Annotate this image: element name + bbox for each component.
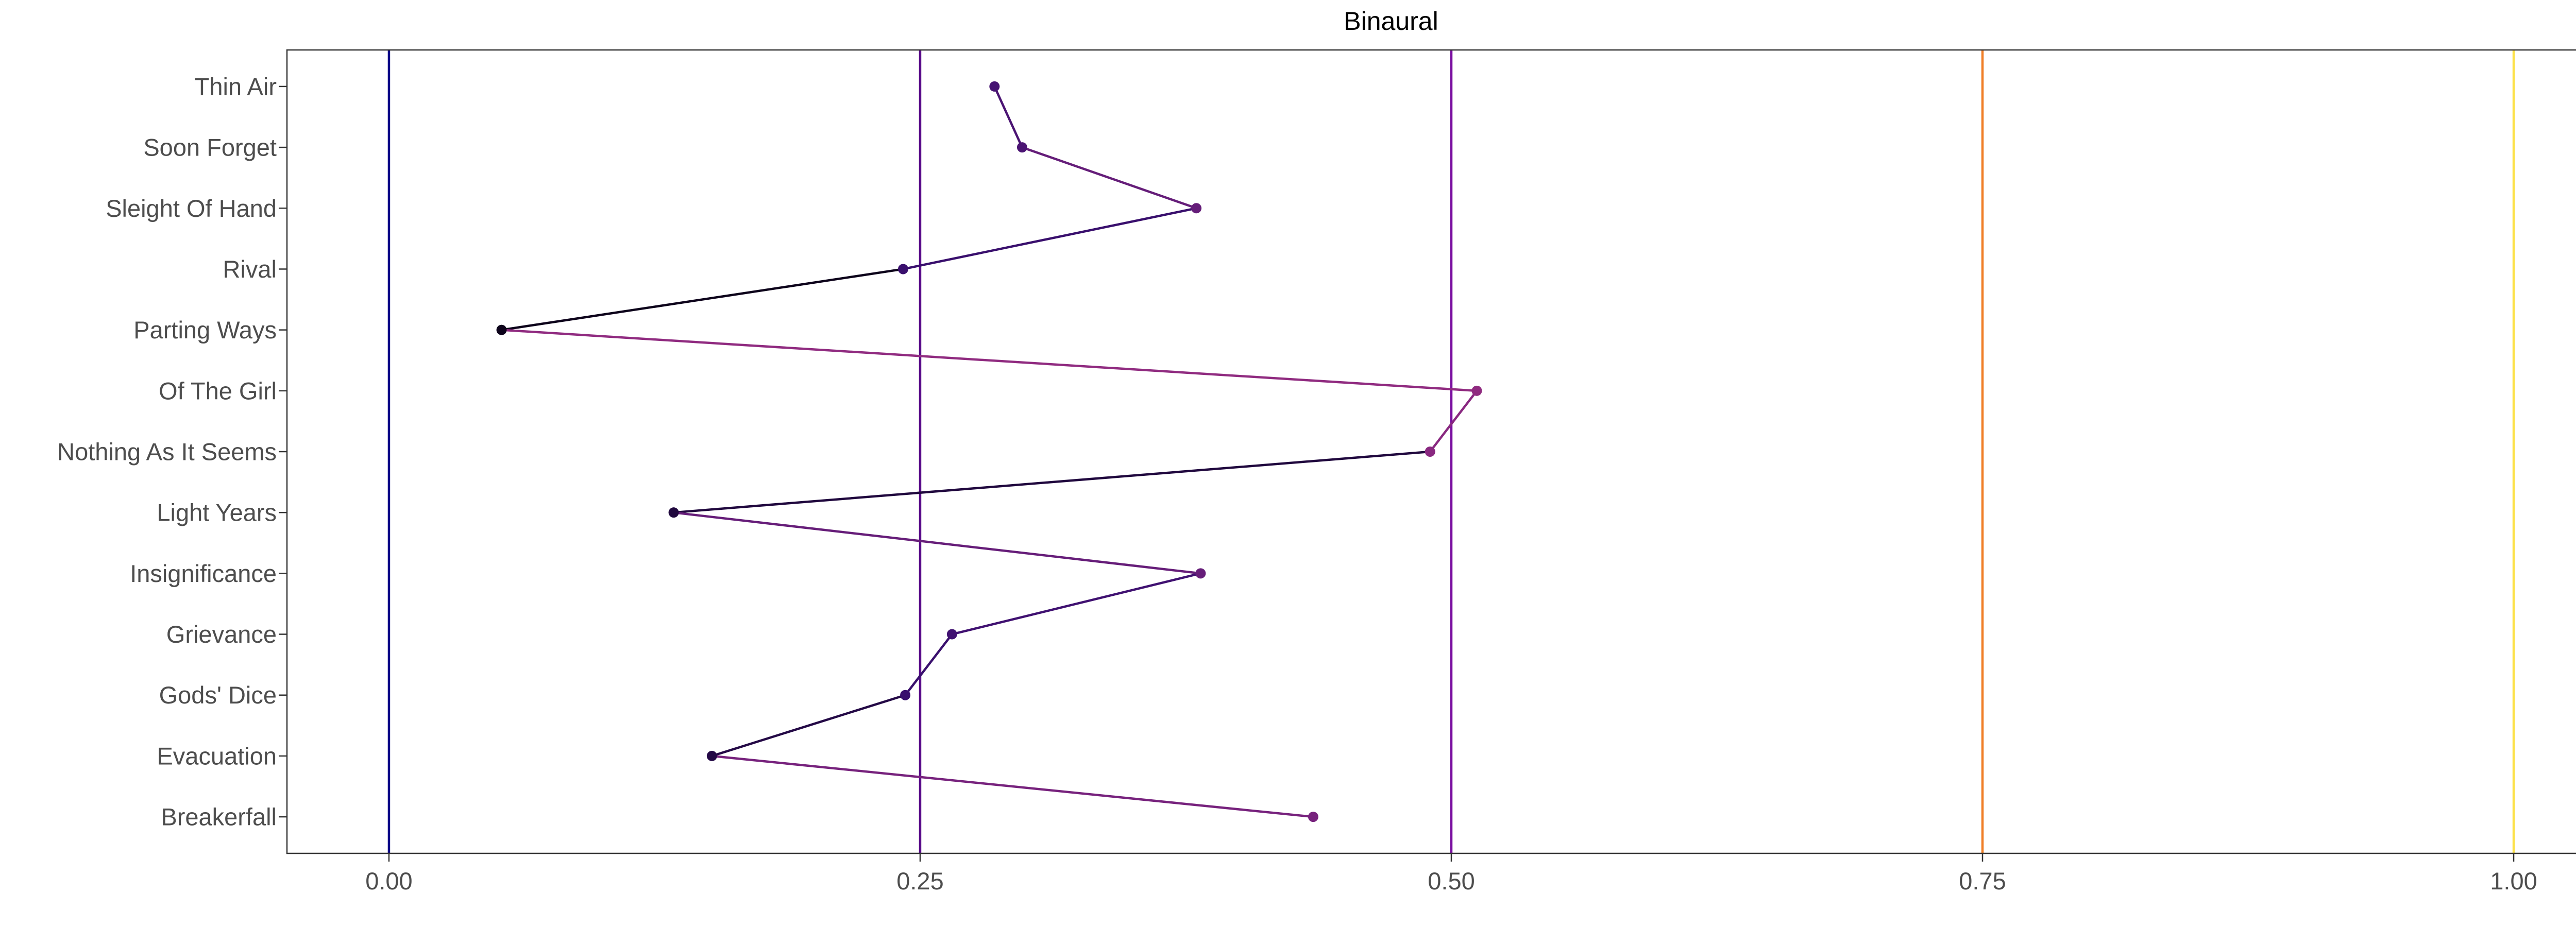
data-point (668, 507, 679, 518)
y-tick-label: Nothing As It Seems (57, 438, 277, 466)
y-tick-label: Sleight Of Hand (106, 195, 277, 222)
y-tick-label: Gods' Dice (159, 681, 277, 709)
x-tick-label: 0.00 (365, 867, 412, 895)
data-point (946, 629, 957, 640)
series-line-segment (710, 754, 1315, 818)
y-tick-label: Parting Ways (133, 316, 277, 344)
y-tick-label: Evacuation (157, 742, 277, 769)
chart-title: Binaural (1344, 7, 1438, 36)
data-point (1471, 385, 1482, 396)
x-tick-label: 0.75 (1959, 867, 2006, 895)
data-point (989, 81, 1000, 92)
data-point (706, 750, 717, 761)
series-line-segment (993, 85, 1024, 149)
x-axis: 0.00 0.25 0.50 0.75 1.00 (365, 853, 2537, 895)
data-point (496, 324, 507, 335)
series-line-segment (500, 329, 1478, 392)
x-tick-label: 1.00 (2490, 867, 2537, 895)
x-tick-label: 0.25 (896, 867, 943, 895)
data-point (1195, 568, 1206, 579)
series-line-segment (1429, 389, 1478, 453)
y-tick-label: Rival (223, 255, 277, 283)
reference-lines (387, 50, 2515, 853)
x-tick-label: 0.50 (1428, 867, 1475, 895)
y-tick-label: Soon Forget (143, 134, 277, 161)
series-line-segment (710, 694, 907, 758)
y-tick-label: Of The Girl (159, 377, 277, 404)
y-axis: Thin Air Soon Forget Sleight Of Hand Rival P… (57, 73, 287, 831)
y-tick-label: Grievance (166, 621, 277, 648)
series-line-segment (500, 268, 905, 331)
data-points (496, 81, 1482, 822)
data-point (900, 690, 911, 700)
y-tick-label: Light Years (157, 499, 277, 526)
y-tick-label: Thin Air (195, 73, 277, 100)
y-tick-label: Breakerfall (161, 803, 277, 831)
data-point (1016, 142, 1027, 153)
series-line-segment (1021, 146, 1198, 210)
data-point (1191, 203, 1202, 214)
series-line-segment (951, 572, 1202, 636)
series-line-segment (902, 207, 1198, 270)
series-line-segment (672, 511, 1202, 575)
series-line-segment (672, 450, 1432, 514)
series-line-segment (904, 633, 954, 696)
line-segments (500, 85, 1478, 818)
data-point (897, 264, 908, 274)
y-tick-label: Insignificance (130, 560, 277, 587)
data-point (1425, 447, 1435, 457)
data-point (1308, 812, 1318, 822)
